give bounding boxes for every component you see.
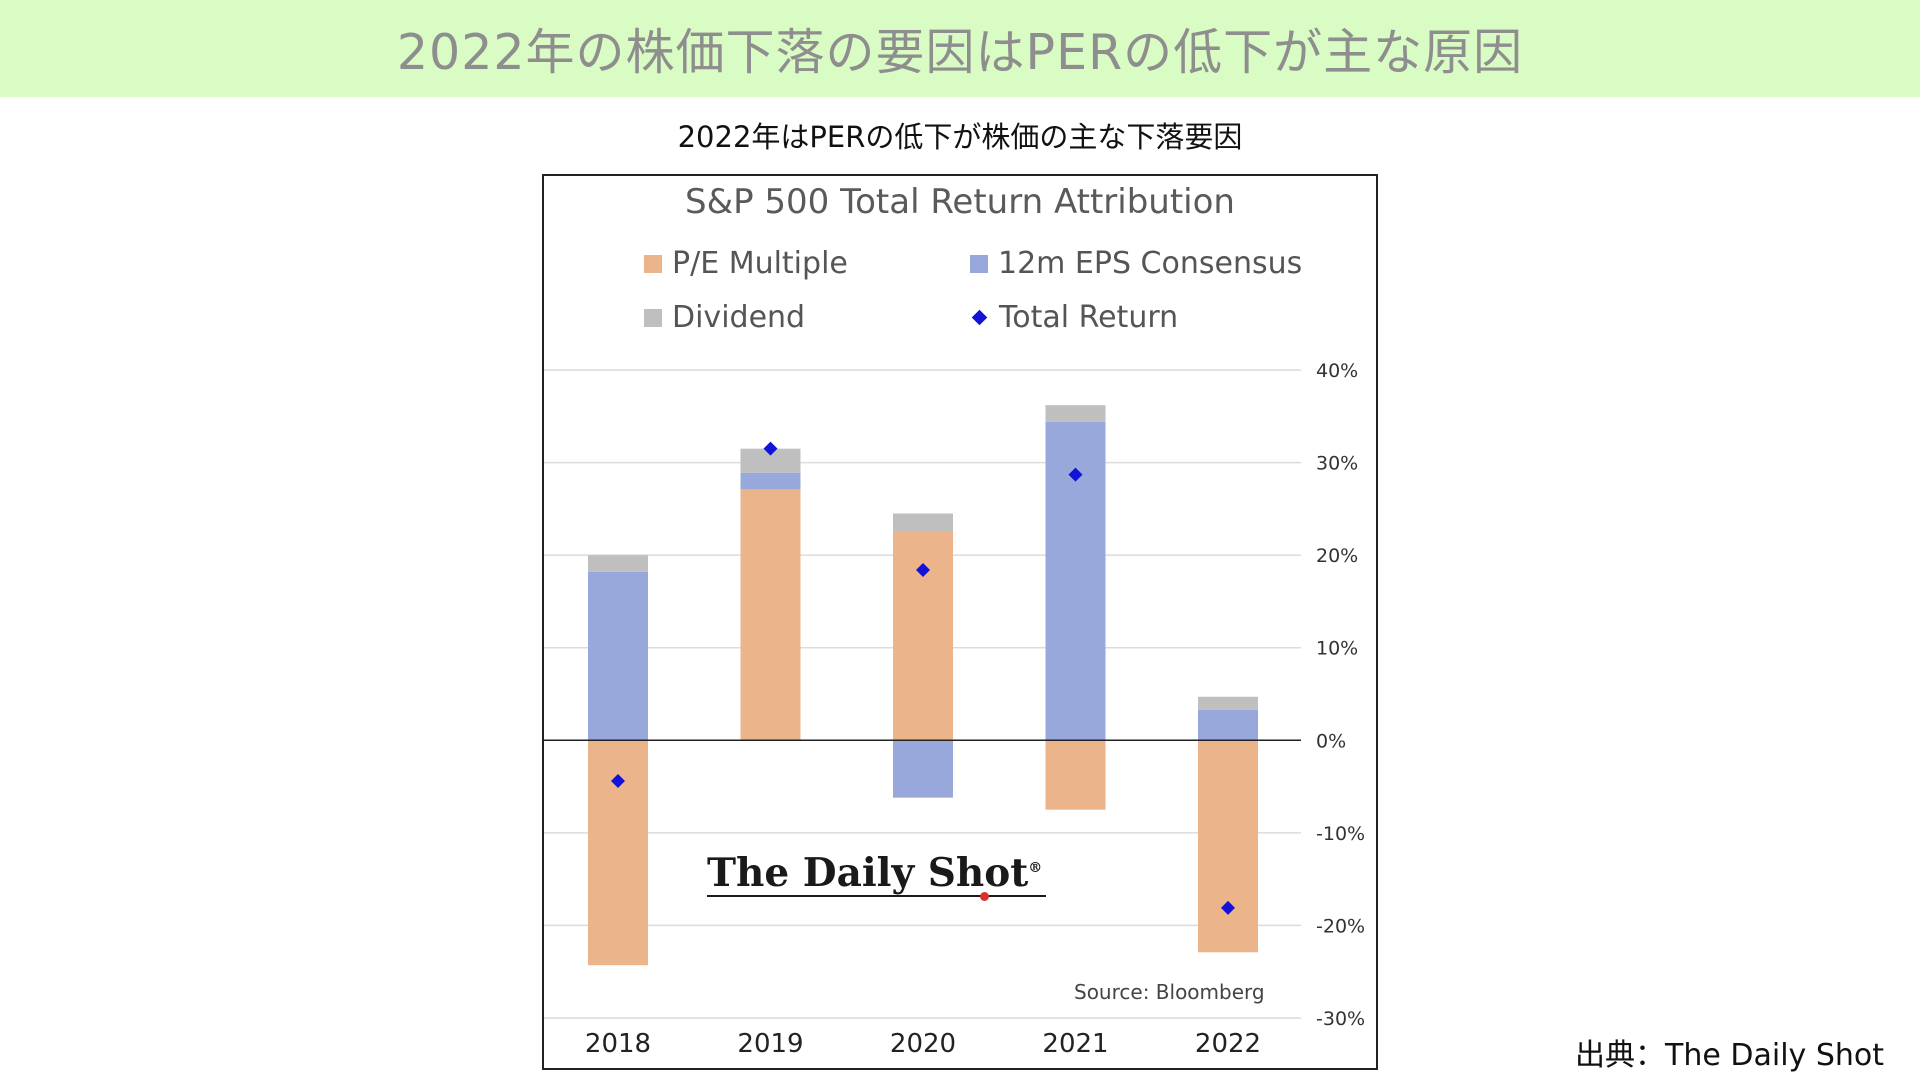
legend-label-total: Total Return bbox=[999, 300, 1179, 335]
y-tick-label: -20% bbox=[1316, 915, 1365, 937]
x-tick-label: 2020 bbox=[890, 1029, 956, 1059]
watermark-dot bbox=[980, 892, 989, 901]
registered-mark: ® bbox=[1028, 860, 1043, 876]
y-tick-label: -30% bbox=[1316, 1008, 1365, 1030]
x-tick-label: 2019 bbox=[737, 1029, 803, 1059]
legend-label-pe: P/E Multiple bbox=[672, 246, 848, 281]
bar-segment-dividend bbox=[588, 555, 648, 572]
bar-segment-12m-eps-consensus bbox=[1198, 709, 1258, 741]
bar-segment-dividend bbox=[1198, 696, 1258, 710]
x-tick-label: 2018 bbox=[585, 1029, 651, 1059]
y-tick-label: 10% bbox=[1316, 638, 1358, 660]
legend-label-dividend: Dividend bbox=[672, 300, 806, 335]
bar-segment-12m-eps-consensus bbox=[588, 571, 648, 741]
legend-item-eps: 12m EPS Consensus bbox=[970, 246, 1302, 281]
bar-segment-dividend bbox=[893, 513, 953, 532]
y-tick-label: 30% bbox=[1316, 453, 1358, 475]
bar-segment-p-e-multiple bbox=[740, 489, 801, 741]
legend-item-dividend: Dividend bbox=[644, 300, 805, 335]
legend-swatch-dividend bbox=[644, 308, 662, 327]
source-note: Source: Bloomberg bbox=[1074, 980, 1265, 1004]
x-tick-label: 2021 bbox=[1042, 1029, 1108, 1059]
bar-segment-12m-eps-consensus bbox=[893, 740, 953, 798]
bar-segment-dividend bbox=[1045, 405, 1106, 422]
chart-frame: 40% 30% 20% 10% 0% -10% -20% -30% 2018 2019 2020 20… bbox=[542, 174, 1378, 1070]
total-return-marker bbox=[611, 774, 625, 789]
total-return-marker bbox=[916, 562, 930, 577]
y-tick-label: 40% bbox=[1316, 360, 1358, 382]
source-credit: 出典：The Daily Shot bbox=[1575, 1038, 1884, 1073]
bar-segment-p-e-multiple bbox=[1198, 740, 1258, 953]
total-return-marker bbox=[1068, 467, 1083, 482]
bar-segment-12m-eps-consensus bbox=[740, 472, 801, 490]
legend-item-total: Total Return bbox=[970, 300, 1178, 335]
page-subtitle: 2022年はPERの低下が株価の主な下落要因 bbox=[677, 120, 1243, 154]
y-tick-label: -10% bbox=[1316, 823, 1365, 845]
total-return-marker bbox=[1221, 900, 1235, 915]
y-tick-label: 0% bbox=[1316, 730, 1346, 752]
watermark-text: The Daily Shot bbox=[707, 850, 1029, 896]
chart-plot: 40% 30% 20% 10% 0% -10% -20% -30% 2018 2019 2020 20… bbox=[544, 360, 1365, 1059]
legend-marker-total bbox=[971, 309, 988, 326]
legend-swatch-eps bbox=[970, 254, 988, 273]
y-tick-label: 20% bbox=[1316, 545, 1358, 567]
bar-segment-p-e-multiple bbox=[1045, 740, 1106, 810]
x-tick-label: 2022 bbox=[1195, 1029, 1261, 1059]
legend-label-eps: 12m EPS Consensus bbox=[998, 246, 1303, 281]
legend-item-pe: P/E Multiple bbox=[644, 246, 848, 281]
chart-title: S&P 500 Total Return Attribution bbox=[685, 182, 1235, 222]
watermark-logo: The Daily Shot® bbox=[707, 850, 1047, 897]
legend-swatch-pe bbox=[644, 254, 662, 273]
total-return-marker bbox=[763, 441, 778, 456]
header-banner: 2022年の株価下落の要因はPERの低下が主な原因 bbox=[0, 0, 1920, 97]
page-title: 2022年の株価下落の要因はPERの低下が主な原因 bbox=[396, 24, 1524, 81]
